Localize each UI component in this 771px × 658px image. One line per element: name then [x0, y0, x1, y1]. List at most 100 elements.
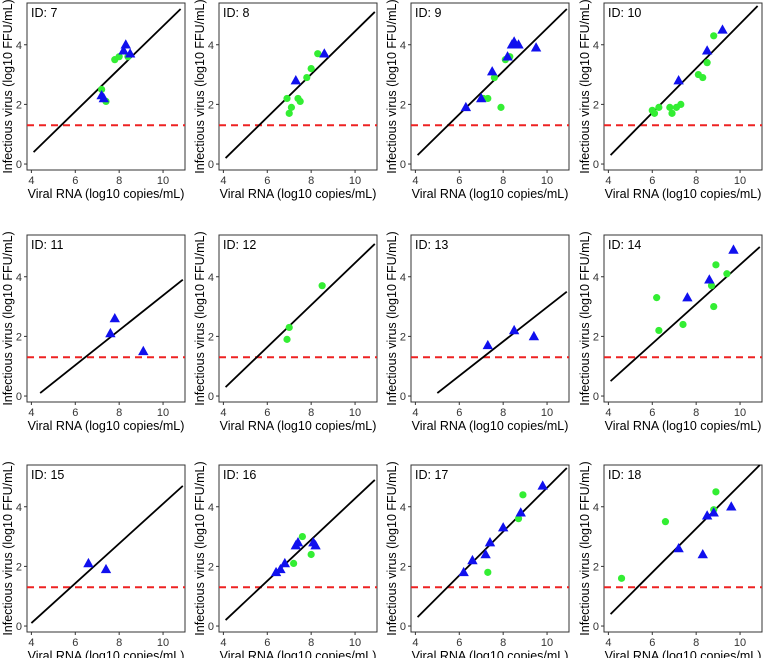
y-tick-label: 2	[208, 331, 214, 343]
x-tick-label: 8	[500, 175, 506, 187]
data-point-triangle	[120, 39, 131, 49]
x-tick-label: 4	[220, 637, 226, 649]
panel-frame	[26, 2, 186, 171]
data-point-triangle	[480, 548, 491, 559]
data-point-circle	[285, 323, 293, 332]
data-point-circle	[296, 97, 304, 106]
data-point-triangle	[98, 92, 110, 103]
x-tick-label: 6	[72, 175, 78, 187]
x-axis-label: Viral RNA (log10 copies/mL)	[605, 649, 762, 658]
y-tick-label: 4	[400, 40, 406, 52]
data-point-circle	[307, 550, 315, 559]
y-tick-label: 2	[208, 561, 214, 573]
y-tick-label: 4	[16, 502, 22, 514]
y-tick-label: 2	[400, 99, 406, 111]
x-tick-label: 8	[693, 175, 699, 187]
x-tick-label: 10	[541, 175, 553, 187]
data-point-circle	[710, 32, 718, 40]
y-tick-label: 4	[208, 40, 214, 52]
data-point-triangle	[310, 540, 321, 550]
x-tick-label: 10	[349, 175, 361, 187]
y-tick-label: 2	[16, 99, 22, 111]
data-point-triangle	[109, 313, 120, 323]
fit-line	[224, 479, 376, 621]
x-tick-label: 6	[264, 637, 270, 649]
y-tick-label: 4	[400, 502, 406, 514]
data-point-circle	[318, 282, 326, 290]
x-axis-label: Viral RNA (log10 copies/mL)	[28, 649, 185, 658]
data-point-triangle	[476, 92, 487, 103]
x-axis-label: Viral RNA (log10 copies/mL)	[412, 419, 569, 433]
data-point-triangle	[508, 324, 520, 335]
data-point-circle	[712, 261, 720, 269]
data-point-triangle	[467, 554, 478, 565]
x-axis-label: Viral RNA (log10 copies/mL)	[605, 187, 762, 201]
x-tick-label: 10	[349, 637, 361, 649]
x-tick-label: 8	[500, 407, 506, 419]
x-tick-label: 8	[500, 637, 506, 649]
fit-line	[416, 8, 568, 156]
panel-frame	[26, 464, 186, 633]
data-point-triangle	[275, 563, 286, 574]
y-axis-label: Infectious virus (log10 FFU/mL)	[193, 0, 207, 174]
data-point-triangle	[515, 507, 526, 517]
data-point-circle	[490, 73, 498, 82]
y-axis-label: Infectious virus (log10 FFU/mL)	[1, 461, 15, 635]
y-tick-label: 2	[16, 331, 22, 343]
x-tick-label: 6	[72, 637, 78, 649]
y-tick-label: 2	[208, 99, 214, 111]
fit-line	[32, 8, 182, 153]
data-point-circle	[497, 103, 505, 111]
y-tick-label: 2	[16, 561, 22, 573]
x-tick-label: 10	[734, 637, 746, 649]
panel-id-label: ID: 12	[223, 238, 256, 252]
y-tick-label: 0	[208, 621, 214, 633]
data-point-triangle	[460, 101, 472, 112]
y-tick-label: 2	[593, 331, 599, 343]
data-point-circle	[650, 109, 659, 117]
data-point-circle	[666, 103, 674, 111]
panel-id-label: ID: 13	[415, 238, 448, 252]
data-point-circle	[283, 94, 291, 103]
data-point-circle	[115, 53, 123, 61]
data-point-triangle	[486, 66, 498, 76]
y-axis-label: Infectious virus (log10 FFU/mL)	[1, 231, 15, 405]
x-tick-label: 6	[649, 637, 655, 649]
x-tick-label: 10	[157, 175, 169, 187]
x-tick-label: 4	[412, 407, 418, 419]
data-point-triangle	[138, 345, 149, 356]
data-point-circle	[710, 302, 718, 311]
x-tick-label: 4	[412, 637, 418, 649]
data-point-triangle	[708, 507, 719, 517]
panel-id-label: ID: 10	[608, 6, 641, 20]
panel-id-label: ID: 8	[223, 6, 249, 20]
data-point-triangle	[458, 566, 469, 577]
data-point-triangle	[513, 39, 524, 49]
y-tick-label: 4	[593, 40, 599, 52]
data-point-circle	[307, 65, 315, 73]
data-point-triangle	[537, 480, 548, 490]
x-tick-label: 6	[72, 407, 78, 419]
data-point-triangle	[673, 543, 684, 553]
data-point-circle	[287, 103, 296, 111]
fit-line	[609, 464, 761, 615]
x-tick-label: 8	[693, 637, 699, 649]
panel-id-label: ID: 16	[223, 468, 256, 482]
panel-id-label: ID: 17	[415, 468, 448, 482]
y-tick-label: 0	[593, 621, 599, 633]
panel-id-label: ID: 14	[608, 238, 641, 252]
panel-frame	[218, 464, 378, 633]
data-point-triangle	[673, 75, 684, 85]
data-point-triangle	[697, 548, 708, 559]
data-point-circle	[285, 109, 293, 117]
x-tick-label: 8	[116, 637, 122, 649]
panel-frame	[26, 234, 186, 403]
x-axis-label: Viral RNA (log10 copies/mL)	[605, 419, 762, 433]
panel-frame	[603, 464, 763, 633]
data-point-triangle	[279, 557, 291, 568]
data-point-triangle	[100, 563, 112, 574]
